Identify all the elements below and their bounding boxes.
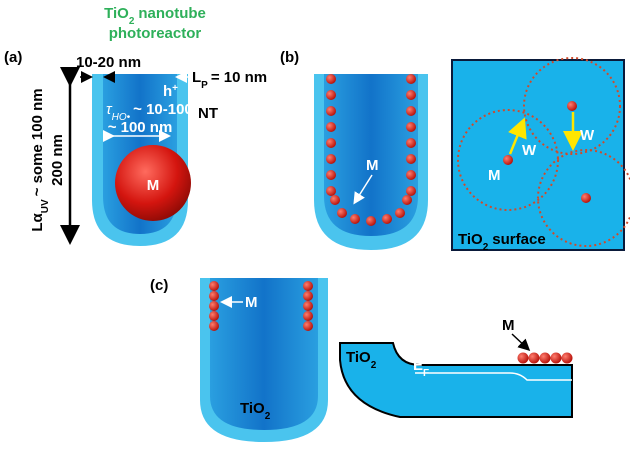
wall-thickness: 10-20 nm bbox=[76, 54, 141, 71]
particle-label: M bbox=[502, 317, 515, 334]
metal-particle bbox=[337, 208, 347, 218]
metal-particle bbox=[402, 195, 412, 205]
metal-particle bbox=[209, 301, 219, 311]
metal-particle bbox=[326, 154, 336, 164]
panel-label: (a) bbox=[4, 49, 22, 66]
metal-particle bbox=[382, 214, 392, 224]
hole: h+ bbox=[163, 83, 178, 101]
diffusion-length: τHO• ~ 10-100 nm bbox=[106, 101, 219, 123]
metal-particle bbox=[539, 352, 551, 364]
metal-particle bbox=[406, 122, 416, 132]
surface-box bbox=[451, 59, 625, 251]
metal-particle bbox=[406, 186, 416, 196]
metal-particle bbox=[326, 122, 336, 132]
metal-particle bbox=[303, 321, 313, 331]
metal-particle bbox=[209, 311, 219, 321]
tube-material: TiO2 bbox=[240, 400, 271, 422]
metal-particle bbox=[350, 214, 360, 224]
metal-particle bbox=[209, 281, 219, 291]
arrow bbox=[511, 333, 531, 352]
metal-particle bbox=[326, 90, 336, 100]
absorption-length: LαUV~ some 100 nm bbox=[29, 88, 51, 231]
metal-particle bbox=[303, 301, 313, 311]
particle-label: M bbox=[147, 177, 160, 194]
arrow bbox=[508, 117, 527, 155]
metal-particle bbox=[395, 208, 405, 218]
tio2-block bbox=[339, 342, 573, 418]
fermi-label: EF bbox=[413, 357, 429, 379]
metal-particle bbox=[303, 281, 313, 291]
diameter: ~ 100 nm bbox=[108, 119, 173, 136]
distance-label: W bbox=[522, 142, 537, 159]
metal-particle bbox=[209, 321, 219, 331]
arrow bbox=[353, 174, 373, 205]
particle-label: M bbox=[488, 167, 501, 184]
block-material: TiO2 bbox=[346, 349, 377, 371]
particle-label: M bbox=[245, 294, 258, 311]
fermi-level bbox=[415, 372, 572, 381]
metal-particle bbox=[209, 291, 219, 301]
metal-particle bbox=[503, 155, 513, 165]
particle-label: M bbox=[366, 157, 379, 174]
penetration-depth: LP = 10 nm bbox=[192, 69, 267, 91]
interaction-zone bbox=[537, 149, 630, 247]
metal-particle bbox=[567, 101, 577, 111]
metal-particle bbox=[326, 106, 336, 116]
nanotube-inner bbox=[324, 74, 418, 236]
title: TiO2 nanotube bbox=[104, 5, 206, 27]
interaction-zone bbox=[523, 57, 621, 155]
metal-particle bbox=[326, 170, 336, 180]
metal-particle bbox=[326, 74, 336, 84]
metal-particle bbox=[528, 352, 540, 364]
metal-particle bbox=[115, 145, 191, 221]
panel-label: (c) bbox=[150, 277, 168, 294]
metal-particle bbox=[366, 216, 376, 226]
distance-label: W bbox=[580, 127, 595, 144]
metal-particle bbox=[517, 352, 529, 364]
panel-label: (b) bbox=[280, 49, 299, 66]
metal-particle bbox=[406, 106, 416, 116]
metal-particle bbox=[303, 291, 313, 301]
metal-particle bbox=[406, 138, 416, 148]
metal-particle bbox=[406, 154, 416, 164]
metal-particle bbox=[406, 90, 416, 100]
metal-particle bbox=[550, 352, 562, 364]
metal-particle bbox=[303, 311, 313, 321]
surface-label: TiO2 surface bbox=[458, 231, 546, 253]
metal-particle bbox=[326, 138, 336, 148]
metal-particle bbox=[330, 195, 340, 205]
metal-particle bbox=[581, 193, 591, 203]
tube-length: 200 nm bbox=[49, 134, 66, 186]
title: photoreactor bbox=[109, 25, 202, 42]
metal-particle bbox=[406, 170, 416, 180]
metal-particle bbox=[561, 352, 573, 364]
metal-particle bbox=[406, 74, 416, 84]
tube-label: NT bbox=[198, 105, 218, 122]
metal-particle bbox=[326, 186, 336, 196]
nanotube-inner bbox=[210, 278, 318, 430]
